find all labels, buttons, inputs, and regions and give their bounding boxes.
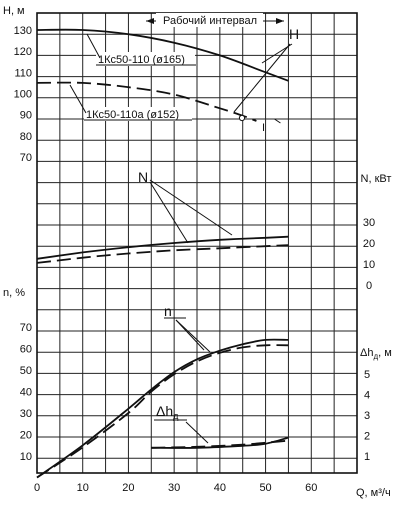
series-label-1ks50-110: 1Кс50-110 (ø165) bbox=[98, 54, 185, 66]
n-series-1-dashed bbox=[36, 344, 289, 479]
npsh-tick-labels: 1 2 3 4 5 bbox=[364, 369, 370, 463]
dh-series-1-dashed bbox=[151, 439, 289, 449]
x-tick-labels: 0 10 20 30 40 50 60 bbox=[34, 482, 317, 494]
h-tick-label: 70 bbox=[20, 152, 32, 164]
h-tick-label: 80 bbox=[20, 131, 32, 143]
power-tick-label: 0 bbox=[366, 280, 372, 292]
power-tick-label: 20 bbox=[363, 238, 375, 250]
power-curve-label: N bbox=[138, 169, 148, 185]
npsh-curve-annotation: Δhд bbox=[154, 403, 209, 444]
h-curve-annotations: 1Кс50-110 (ø165) 1Кс50-110а (ø152) H I bbox=[69, 26, 299, 134]
efficiency-tick-label: 30 bbox=[20, 408, 32, 420]
h-curve-end-mark bbox=[274, 118, 281, 124]
h-tick-label: 100 bbox=[14, 89, 32, 101]
n-series-1-dashed bbox=[36, 244, 289, 264]
npsh-tick-label: 3 bbox=[364, 410, 370, 422]
h-curve-label: H bbox=[289, 26, 299, 42]
h-tick-label: 110 bbox=[14, 67, 32, 79]
npsh-tick-label: 1 bbox=[364, 451, 370, 463]
efficiency-axis-label: n, % bbox=[3, 287, 25, 299]
power-tick-label: 10 bbox=[363, 259, 375, 271]
efficiency-tick-label: 40 bbox=[20, 387, 32, 399]
x-tick-label: 20 bbox=[122, 482, 134, 494]
h-tick-label: 90 bbox=[20, 110, 32, 122]
q-axis-label: Q, м³/ч bbox=[356, 487, 391, 499]
h-axis-label: H, м bbox=[3, 5, 25, 17]
h-tick-label: 120 bbox=[14, 46, 32, 58]
grid-lines bbox=[36, 13, 358, 473]
x-tick-label: 50 bbox=[259, 482, 271, 494]
efficiency-tick-label: 60 bbox=[20, 344, 32, 356]
n-series-0-solid bbox=[36, 235, 289, 260]
efficiency-curve-label: n bbox=[164, 303, 172, 319]
working-range-label: Рабочий интервал bbox=[163, 15, 257, 27]
npsh-tick-label: 5 bbox=[364, 369, 370, 381]
n-power-axis-label: N, кВт bbox=[361, 173, 392, 185]
curve-layer bbox=[36, 28, 289, 479]
efficiency-tick-labels: 10 20 30 40 50 60 70 bbox=[20, 322, 32, 463]
efficiency-curve-annotation: n bbox=[164, 303, 211, 353]
roman-one-label: I bbox=[262, 122, 265, 134]
efficiency-tick-label: 10 bbox=[20, 451, 32, 463]
x-tick-label: 60 bbox=[305, 482, 317, 494]
x-tick-label: 0 bbox=[34, 482, 40, 494]
npsh-curve-label: Δhд bbox=[156, 403, 179, 421]
npsh-tick-label: 2 bbox=[364, 431, 370, 443]
x-tick-label: 40 bbox=[214, 482, 226, 494]
n-series-0-solid bbox=[36, 338, 289, 479]
series-label-1ks50-110a: 1Кс50-110а (ø152) bbox=[86, 109, 179, 121]
x-tick-label: 30 bbox=[168, 482, 180, 494]
n-curve-annotation: N bbox=[138, 169, 233, 244]
npsh-axis-label: Δhд, м bbox=[360, 347, 392, 361]
x-tick-label: 10 bbox=[77, 482, 89, 494]
efficiency-tick-label: 20 bbox=[20, 430, 32, 442]
working-range-marker: Рабочий интервал bbox=[146, 13, 284, 27]
efficiency-tick-label: 70 bbox=[20, 322, 32, 334]
h-series-0-solid bbox=[36, 28, 289, 82]
h-tick-labels: 70 80 90 100 110 120 130 bbox=[14, 25, 32, 164]
npsh-tick-label: 4 bbox=[364, 390, 370, 402]
h-tick-label: 130 bbox=[14, 25, 32, 37]
power-tick-label: 30 bbox=[363, 217, 375, 229]
power-tick-labels: 0 10 20 30 bbox=[363, 217, 375, 292]
efficiency-tick-label: 50 bbox=[20, 365, 32, 377]
